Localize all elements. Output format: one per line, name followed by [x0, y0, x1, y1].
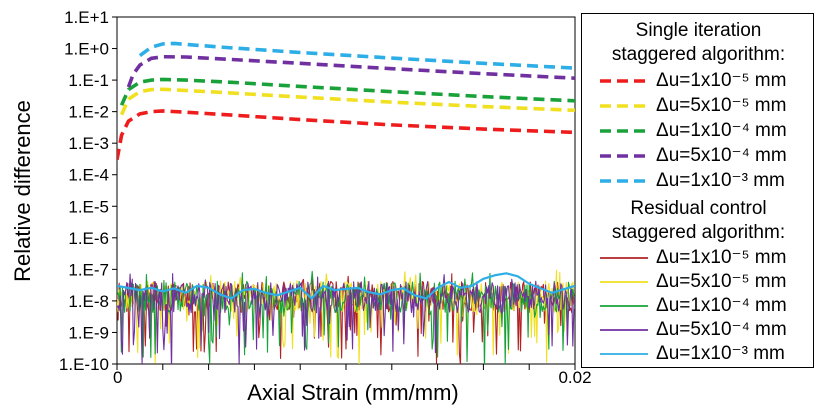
legend-entry: Δu=5x10⁻⁵ mm	[600, 271, 810, 293]
legend-swatch	[600, 281, 648, 283]
x-tick-label: 0	[113, 368, 122, 387]
y-tick-label: 1.E-10	[59, 355, 109, 374]
y-tick-label: 1.E-6	[68, 229, 109, 248]
legend-label: Δu=1x10⁻³ mm	[656, 170, 785, 191]
legend-group2-title-line2: staggered algorithm:	[611, 222, 786, 243]
y-tick-label: 1.E-8	[68, 292, 109, 311]
legend-entry: Δu=1x10⁻⁵ mm	[600, 70, 810, 92]
legend-entry: Δu=1x10⁻³ mm	[600, 170, 810, 192]
residual-control-series-9	[117, 272, 575, 300]
legend-label: Δu=1x10⁻⁵ mm	[656, 247, 787, 268]
x-tick-label: 0.02	[558, 368, 591, 387]
y-axis-label: Relative difference	[10, 100, 35, 282]
y-tick-label: 1.E-3	[68, 134, 109, 153]
legend-label: Δu=1x10⁻⁵ mm	[656, 70, 787, 91]
y-tick-label: 1.E-4	[68, 166, 109, 185]
y-tick-label: 1.E+1	[64, 8, 109, 27]
legend-entry: Δu=1x10⁻⁵ mm	[600, 247, 810, 269]
residual-control-series-8	[117, 273, 575, 364]
y-tick-label: 1.E-1	[68, 71, 109, 90]
legend-swatch	[600, 104, 648, 108]
legend-entry: Δu=1x10⁻³ mm	[600, 343, 810, 365]
single-iteration-series-2	[119, 77, 575, 106]
legend-label: Δu=5x10⁻⁵ mm	[656, 271, 787, 292]
legend-entry: Δu=5x10⁻⁵ mm	[600, 95, 810, 117]
legend-swatch	[600, 79, 648, 83]
legend-group1-title-line2: staggered algorithm:	[611, 44, 786, 65]
legend-swatch	[600, 179, 648, 183]
legend-swatch	[600, 353, 648, 355]
y-tick-label: 1.E-5	[68, 197, 109, 216]
y-tick-label: 1.E-2	[68, 103, 109, 122]
legend-group2-title-line1: Residual control	[630, 198, 767, 219]
legend-entry: Δu=1x10⁻⁴ mm	[600, 120, 810, 142]
legend-swatch	[600, 305, 648, 307]
legend-swatch	[600, 329, 648, 331]
residual-control-series-5	[117, 273, 575, 364]
legend-swatch	[600, 257, 648, 259]
legend-label: Δu=1x10⁻⁴ mm	[656, 295, 787, 316]
legend-label: Δu=1x10⁻⁴ mm	[656, 120, 787, 141]
legend-swatch	[600, 129, 648, 133]
legend-entry: Δu=5x10⁻⁴ mm	[600, 319, 810, 341]
legend-label: Δu=5x10⁻⁴ mm	[656, 319, 787, 340]
single-iteration-series-4	[138, 41, 575, 70]
x-axis-label: Axial Strain (mm/mm)	[247, 380, 458, 405]
y-tick-label: 1.E-7	[68, 260, 109, 279]
y-tick-label: 1.E+0	[64, 40, 109, 59]
legend-label: Δu=1x10⁻³ mm	[656, 343, 785, 364]
legend-group1-title-line1: Single iteration	[635, 20, 762, 41]
legend-swatch	[600, 154, 648, 158]
legend: Single iteration staggered algorithm: Δu…	[581, 13, 814, 368]
legend-entry: Δu=1x10⁻⁴ mm	[600, 295, 810, 317]
legend-entry: Δu=5x10⁻⁴ mm	[600, 145, 810, 167]
single-iteration-series-0	[117, 109, 575, 161]
legend-label: Δu=5x10⁻⁴ mm	[656, 145, 787, 166]
single-iteration-series-1	[119, 87, 575, 116]
legend-label: Δu=5x10⁻⁵ mm	[656, 95, 787, 116]
y-tick-label: 1.E-9	[68, 323, 109, 342]
single-iteration-series-3	[126, 54, 575, 88]
